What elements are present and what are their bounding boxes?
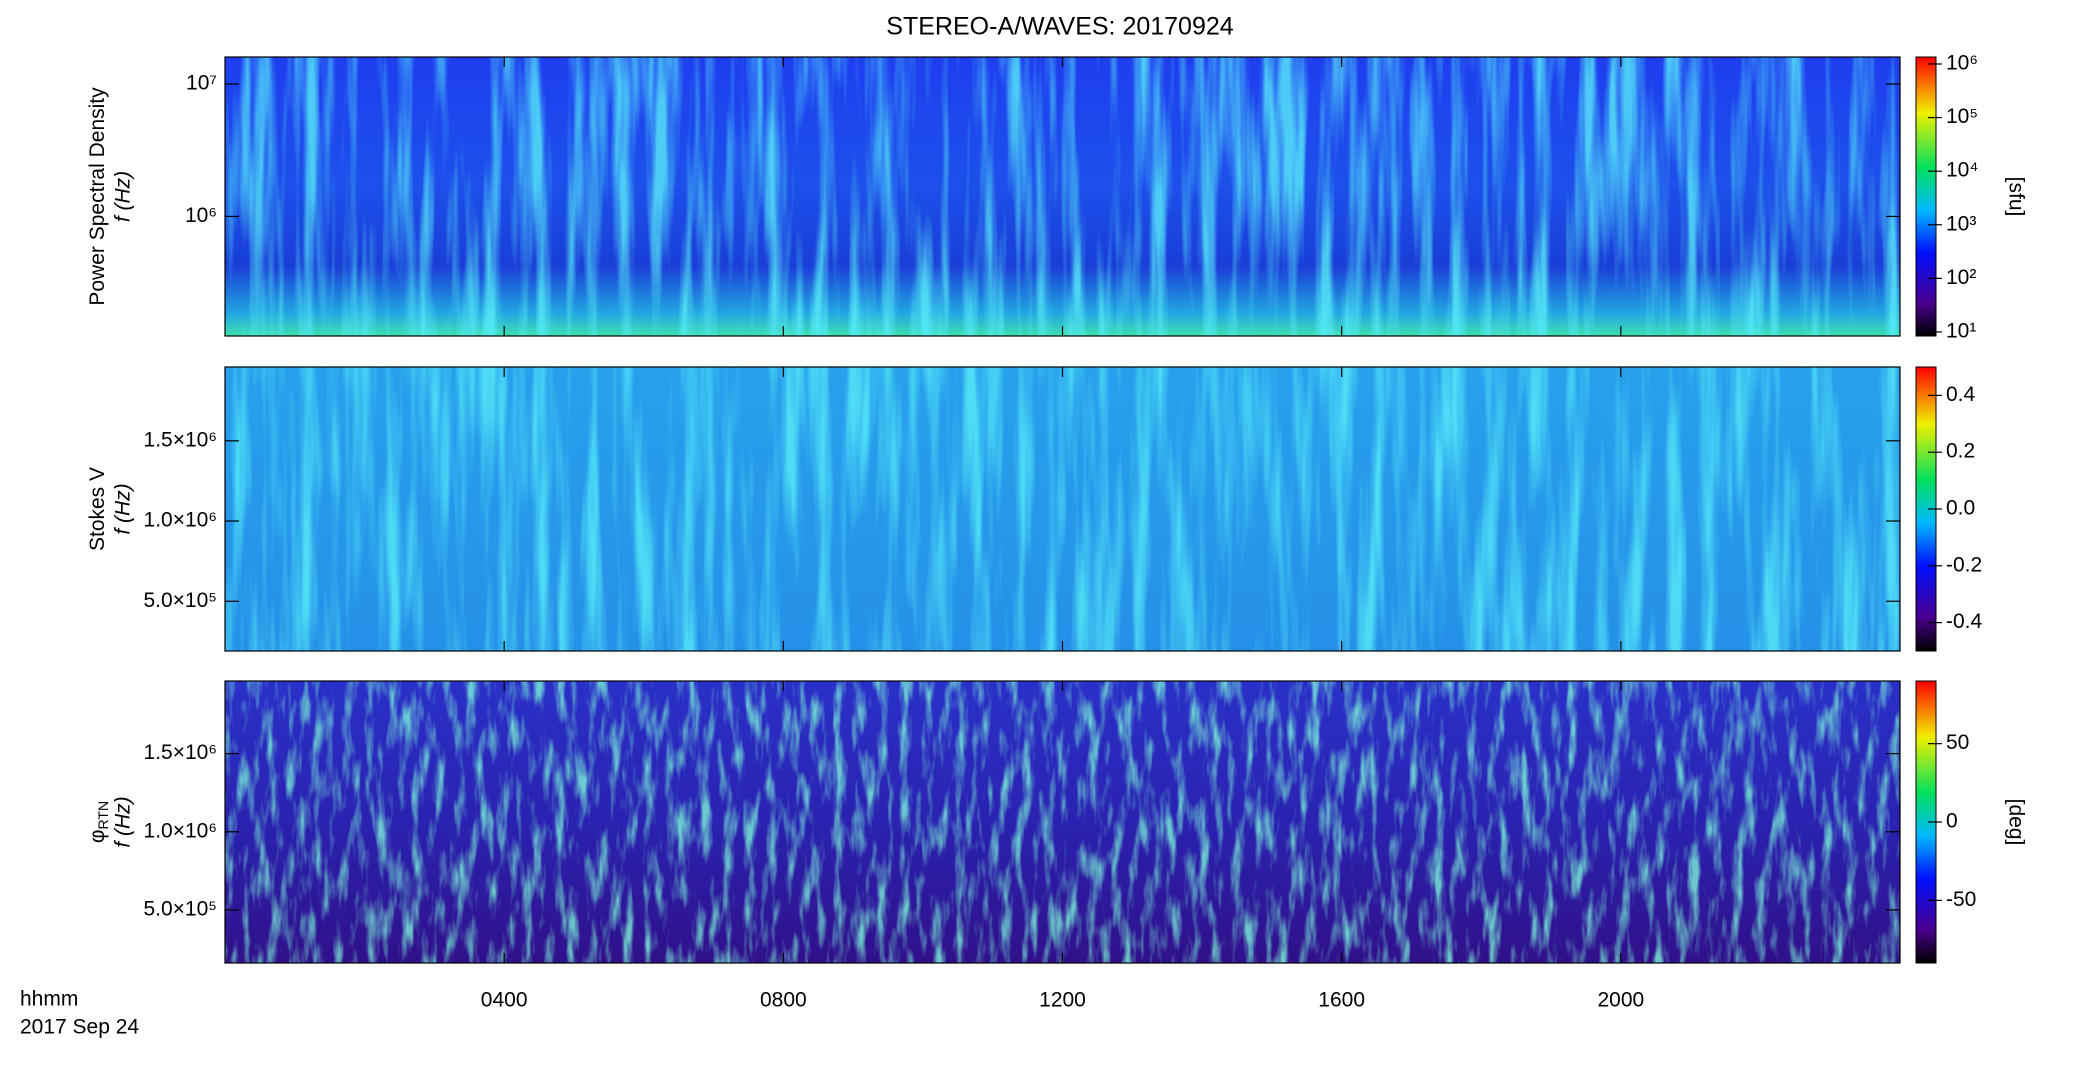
colorbar-tick-label: 10⁴ [1946,159,1978,182]
colorbar-tick-label: 10⁵ [1946,105,1978,128]
y-tick-label: 10⁷ [186,72,217,95]
x-tick-label: 0800 [760,989,807,1012]
spectrogram-texture [225,681,1900,963]
colorbar-tick-label: 50 [1946,731,1969,754]
y-tick-label: 1.5×10⁶ [144,428,217,451]
colorbar-tick-label: 10² [1946,266,1976,289]
colorbar-tick-label: 0.2 [1946,440,1975,463]
colorbar-tick-label: 0 [1946,810,1958,833]
colorbar-label: [deg] [2004,799,2027,846]
y-axis-label-subscript: RTN [95,801,111,830]
y-tick-label: 1.0×10⁶ [144,509,217,532]
y-axis-label: f (Hz) [112,171,135,222]
y-axis-label: Power Spectral Density [86,87,109,306]
y-tick-label: 5.0×10⁵ [143,589,217,612]
colorbar-tick-label: 10³ [1946,212,1976,235]
colorbar-tick-label: 0.0 [1946,497,1975,520]
y-axis-label-text: Power Spectral Density [86,87,109,306]
colorbar-tick-label: -0.4 [1946,610,1983,633]
y-axis-label: f (Hz) [112,796,135,847]
spectrogram-texture [225,57,1900,336]
x-axis-label: hhmm [20,988,78,1011]
y-axis-label: f (Hz) [112,483,135,534]
colorbar [1915,56,1937,337]
date-label: 2017 Sep 24 [20,1016,139,1039]
y-axis-label: Stokes V [86,467,109,551]
colorbar-label: [sfu] [2004,177,2027,217]
colorbar-tick-label: 0.4 [1946,383,1976,406]
y-axis-label-text: φ [86,829,109,843]
spectrogram-texture [225,367,1900,651]
y-tick-label: 10⁶ [185,204,217,227]
y-axis-label-text: Stokes V [86,467,109,551]
x-tick-label: 2000 [1597,989,1644,1012]
x-tick-label: 1600 [1318,989,1365,1012]
y-tick-label: 1.0×10⁶ [144,819,217,842]
colorbar-tick-label: -0.2 [1946,553,1982,576]
x-tick-label: 0400 [481,989,528,1012]
y-tick-label: 1.5×10⁶ [144,741,217,764]
colorbar-tick-label: 10⁶ [1946,52,1978,75]
colorbar-tick-label: -50 [1946,888,1976,911]
colorbar-tick-label: 10¹ [1946,319,1976,342]
chart-title: STEREO-A/WAVES: 20170924 [886,13,1233,41]
y-tick-label: 5.0×10⁵ [143,897,217,920]
x-tick-label: 1200 [1039,989,1086,1012]
y-axis-label: φRTN [86,801,111,843]
